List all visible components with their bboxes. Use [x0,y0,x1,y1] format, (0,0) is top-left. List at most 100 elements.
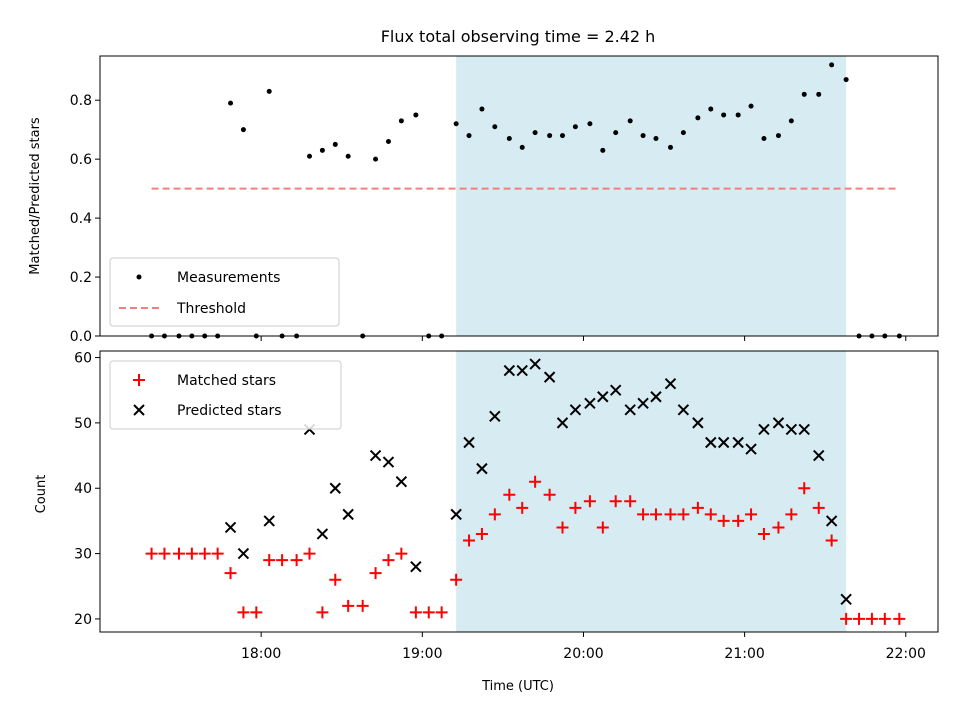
predicted-star-point [825,515,838,527]
matched-star-point [369,567,382,580]
measurement-point [613,130,619,136]
ratio-panel: Flux total observing time = 2.42 h 0.00.… [28,27,939,345]
legend-label-threshold: Threshold [176,301,246,317]
x-axis-ticks: 18:00 19:00 20:00 21:00 22:00 [241,632,926,662]
predicted-star-point [732,436,744,449]
predicted-star-point [609,384,622,396]
legend-label-matched: Matched stars [177,373,276,389]
measurement-point [667,144,673,150]
y-axis-label: Count [34,475,49,514]
predicted-star-point [263,515,275,527]
measurement-point [492,124,498,130]
matched-stars-points [145,475,906,625]
predicted-star-point [516,364,528,377]
matched-star-point [475,527,488,540]
matched-star-point [624,495,637,508]
measurement-point [680,130,686,136]
legend-marker-matched [133,374,145,386]
matched-star-point [757,527,770,540]
measurement-point [653,136,659,142]
matched-star-point [276,554,289,567]
predicted-star-point [584,397,596,409]
matched-star-point [329,573,342,586]
measurement-point [519,144,525,150]
matched-star-point [516,501,529,514]
matched-star-point [732,514,745,527]
predicted-star-point [569,404,582,416]
predicted-star-point [745,443,757,455]
predicted-star-point [813,449,825,462]
measurement-point [345,153,351,159]
matched-star-point [691,501,704,514]
x-axis-ticks [260,336,907,341]
measurement-point [398,118,404,124]
matched-star-point [596,521,609,534]
predicted-star-point [758,423,770,436]
measurement-point [560,133,566,139]
predicted-stars-points [224,358,852,606]
matched-star-point [211,547,224,560]
matched-star-point [893,612,906,625]
predicted-star-point [785,423,798,436]
matched-star-point [529,475,542,488]
measurement-point [332,141,338,147]
predicted-star-point [650,391,662,403]
measurement-points [149,62,902,339]
measurement-point [240,127,246,133]
matched-star-point [543,488,556,501]
measurement-point [761,136,767,142]
chart-title: Flux total observing time = 2.42 h [381,27,656,46]
y-tick-label: 0.8 [70,93,92,109]
legend-label-measurements: Measurements [177,270,280,286]
predicted-star-point [489,410,501,423]
predicted-star-point [717,436,730,449]
predicted-star-point [476,462,488,475]
measurement-point [721,112,727,118]
predicted-star-point [450,508,462,521]
measurement-point [466,133,472,139]
measurement-point [788,118,794,124]
matched-star-point [798,482,811,495]
matched-star-point [865,612,878,625]
x-tick-label: 21:00 [724,646,764,662]
measurement-point [640,133,646,139]
matched-star-point [609,495,622,508]
predicted-star-point [637,397,649,409]
measurement-point [453,121,459,127]
predicted-star-point [395,475,408,488]
matched-star-point [435,606,448,619]
measurement-point [600,147,606,153]
matched-star-point [812,501,825,514]
measurement-point [307,153,312,159]
predicted-star-point [692,417,704,429]
predicted-star-point [624,404,636,416]
x-tick-label: 20:00 [563,646,603,662]
matched-star-point [316,606,329,619]
matched-star-point [569,501,582,514]
matched-star-point [224,567,237,580]
matched-star-point [250,606,263,619]
matched-star-point [463,534,476,547]
legend-label-predicted: Predicted stars [177,403,282,419]
matched-star-point [853,612,866,625]
matched-star-point [342,599,355,612]
matched-star-point [840,612,853,625]
y-tick-label: 0.2 [70,270,92,286]
x-tick-label: 19:00 [402,646,442,662]
predicted-star-point [798,423,810,436]
measurement-point [547,133,553,139]
measurement-point [228,100,234,106]
predicted-star-point [463,436,475,449]
measurement-point [413,112,419,118]
y-tick-label: 50 [74,416,92,432]
measurement-point [816,91,822,97]
matched-star-point [290,554,303,567]
plot-frame [99,55,939,337]
measurement-point [695,115,701,121]
predicted-star-point [677,404,690,416]
matched-star-point [503,488,516,501]
matched-star-point [409,606,422,619]
matched-star-point [704,508,717,521]
legend-box [109,360,342,430]
